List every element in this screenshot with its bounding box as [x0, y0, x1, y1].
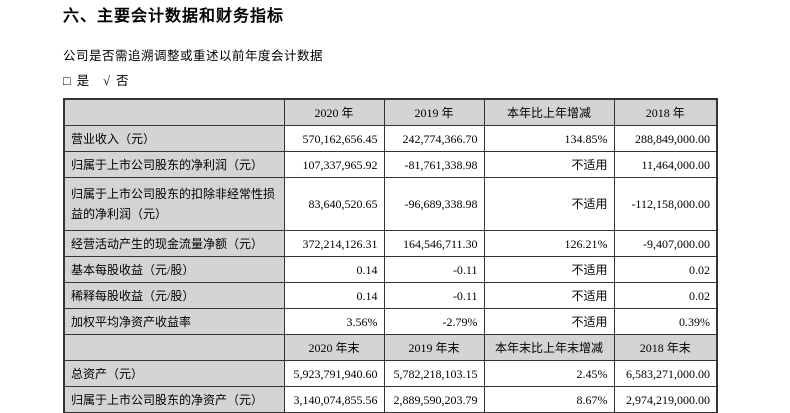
table-row: 稀释每股收益（元/股） 0.14 -0.11 不适用 0.02: [63, 282, 718, 309]
value-cell: 372,214,126.31: [283, 230, 385, 257]
table-row: 归属于上市公司股东的净资产（元） 3,140,074,855.56 2,889,…: [63, 386, 718, 413]
value-cell: 3.56%: [283, 308, 385, 335]
table-row: 总资产（元） 5,923,791,940.60 5,782,218,103.15…: [63, 360, 718, 387]
row-label-cell: 基本每股收益（元/股）: [63, 256, 285, 283]
value-cell: 3,140,074,855.56: [283, 386, 385, 413]
value-cell: -9,407,000.00: [613, 230, 718, 257]
value-cell: 570,162,656.45: [283, 125, 385, 152]
table-row: 归属于上市公司股东的扣除非经常性损益的净利润（元） 83,640,520.65 …: [63, 177, 718, 231]
value-cell: 不适用: [483, 177, 615, 231]
value-cell: 0.02: [613, 282, 718, 309]
value-cell: 不适用: [483, 308, 615, 335]
value-cell: 不适用: [483, 151, 615, 178]
table-row: 归属于上市公司股东的净利润（元） 107,337,965.92 -81,761,…: [63, 151, 718, 178]
section-title: 六、主要会计数据和财务指标: [63, 8, 285, 25]
value-cell: 242,774,366.70: [383, 125, 485, 152]
row-label-cell: 总资产（元）: [63, 360, 285, 387]
report-page: 六、主要会计数据和财务指标 公司是否需追溯调整或重述以前年度会计数据 □ 是 √ 否 …: [63, 8, 718, 413]
row-label-cell: 营业收入（元）: [63, 125, 285, 152]
row-label-cell: 归属于上市公司股东的净资产（元）: [63, 386, 285, 413]
row-label-cell: 稀释每股收益（元/股）: [63, 282, 285, 309]
value-cell: 126.21%: [483, 230, 615, 257]
checkbox-empty-icon: □: [63, 74, 71, 88]
value-cell: 11,464,000.00: [613, 151, 718, 178]
value-cell: -112,158,000.00: [613, 177, 718, 231]
row-label-cell: 经营活动产生的现金流量净额（元）: [63, 230, 285, 257]
value-cell: 164,546,711.30: [383, 230, 485, 257]
value-cell: 134.85%: [483, 125, 615, 152]
value-cell: 0.39%: [613, 308, 718, 335]
value-cell: 83,640,520.65: [283, 177, 385, 231]
corner-cell: [63, 334, 285, 361]
header-cell-2019: 2019 年: [383, 98, 485, 126]
value-cell: 0.14: [283, 256, 385, 283]
table-row: 基本每股收益（元/股） 0.14 -0.11 不适用 0.02: [63, 256, 718, 283]
value-cell: 107,337,965.92: [283, 151, 385, 178]
value-cell: -2.79%: [383, 308, 485, 335]
value-cell: 不适用: [483, 256, 615, 283]
header-cell-2020-end: 2020 年末: [283, 334, 385, 361]
value-cell: 2,974,219,000.00: [613, 386, 718, 413]
header-row-annual: 2020 年 2019 年 本年比上年增减 2018 年: [63, 98, 718, 126]
value-cell: -0.11: [383, 256, 485, 283]
row-label-cell: 归属于上市公司股东的净利润（元）: [63, 151, 285, 178]
header-cell-yoy: 本年比上年增减: [483, 98, 615, 126]
value-cell: 0.14: [283, 282, 385, 309]
value-cell: -0.11: [383, 282, 485, 309]
value-cell: 288,849,000.00: [613, 125, 718, 152]
table-row: 加权平均净资产收益率 3.56% -2.79% 不适用 0.39%: [63, 308, 718, 335]
value-cell: 0.02: [613, 256, 718, 283]
header-row-year-end: 2020 年末 2019 年末 本年末比上年末增减 2018 年末: [63, 334, 718, 361]
restate-answer-line: □ 是 √ 否: [63, 73, 716, 90]
header-cell-2018-end: 2018 年末: [613, 334, 718, 361]
value-cell: 2,889,590,203.79: [383, 386, 485, 413]
option-yes-label: 是: [76, 74, 90, 88]
value-cell: 6,583,271,000.00: [613, 360, 718, 387]
row-label-cell: 归属于上市公司股东的扣除非经常性损益的净利润（元）: [63, 177, 285, 231]
option-no-label: 否: [115, 74, 129, 88]
corner-cell: [63, 98, 285, 126]
checkmark-icon: √: [103, 74, 110, 88]
header-cell-yoy-end: 本年末比上年末增减: [483, 334, 615, 361]
value-cell: 5,923,791,940.60: [283, 360, 385, 387]
value-cell: -96,689,338.98: [383, 177, 485, 231]
header-cell-2019-end: 2019 年末: [383, 334, 485, 361]
value-cell: 5,782,218,103.15: [383, 360, 485, 387]
header-cell-2020: 2020 年: [283, 98, 385, 126]
table-row: 经营活动产生的现金流量净额（元） 372,214,126.31 164,546,…: [63, 230, 718, 257]
row-label-cell: 加权平均净资产收益率: [63, 308, 285, 335]
restate-question: 公司是否需追溯调整或重述以前年度会计数据: [63, 49, 324, 63]
value-cell: 不适用: [483, 282, 615, 309]
table-row: 营业收入（元） 570,162,656.45 242,774,366.70 13…: [63, 125, 718, 152]
financial-indicators-table: 2020 年 2019 年 本年比上年增减 2018 年 营业收入（元） 570…: [63, 98, 718, 413]
value-cell: 8.67%: [483, 386, 615, 413]
header-cell-2018: 2018 年: [613, 98, 718, 126]
value-cell: 2.45%: [483, 360, 615, 387]
value-cell: -81,761,338.98: [383, 151, 485, 178]
